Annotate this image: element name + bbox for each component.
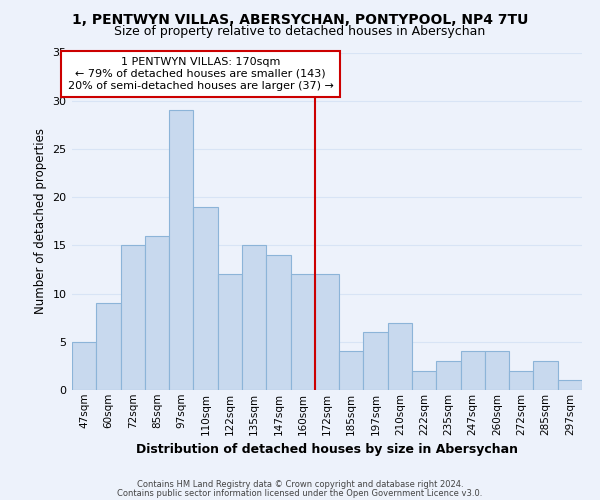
Bar xyxy=(242,246,266,390)
Text: Contains HM Land Registry data © Crown copyright and database right 2024.: Contains HM Land Registry data © Crown c… xyxy=(137,480,463,489)
Text: Size of property relative to detached houses in Abersychan: Size of property relative to detached ho… xyxy=(115,25,485,38)
Bar xyxy=(193,207,218,390)
Bar xyxy=(412,370,436,390)
X-axis label: Distribution of detached houses by size in Abersychan: Distribution of detached houses by size … xyxy=(136,443,518,456)
Bar xyxy=(558,380,582,390)
Bar xyxy=(533,361,558,390)
Bar xyxy=(96,303,121,390)
Bar xyxy=(290,274,315,390)
Bar xyxy=(485,352,509,390)
Bar xyxy=(72,342,96,390)
Text: 1 PENTWYN VILLAS: 170sqm
← 79% of detached houses are smaller (143)
20% of semi-: 1 PENTWYN VILLAS: 170sqm ← 79% of detach… xyxy=(68,58,334,90)
Bar xyxy=(436,361,461,390)
Bar xyxy=(145,236,169,390)
Bar xyxy=(461,352,485,390)
Bar xyxy=(509,370,533,390)
Bar xyxy=(169,110,193,390)
Bar xyxy=(315,274,339,390)
Bar xyxy=(339,352,364,390)
Bar xyxy=(218,274,242,390)
Bar xyxy=(388,322,412,390)
Text: Contains public sector information licensed under the Open Government Licence v3: Contains public sector information licen… xyxy=(118,488,482,498)
Bar xyxy=(266,255,290,390)
Bar xyxy=(364,332,388,390)
Bar xyxy=(121,246,145,390)
Text: 1, PENTWYN VILLAS, ABERSYCHAN, PONTYPOOL, NP4 7TU: 1, PENTWYN VILLAS, ABERSYCHAN, PONTYPOOL… xyxy=(72,12,528,26)
Y-axis label: Number of detached properties: Number of detached properties xyxy=(34,128,47,314)
